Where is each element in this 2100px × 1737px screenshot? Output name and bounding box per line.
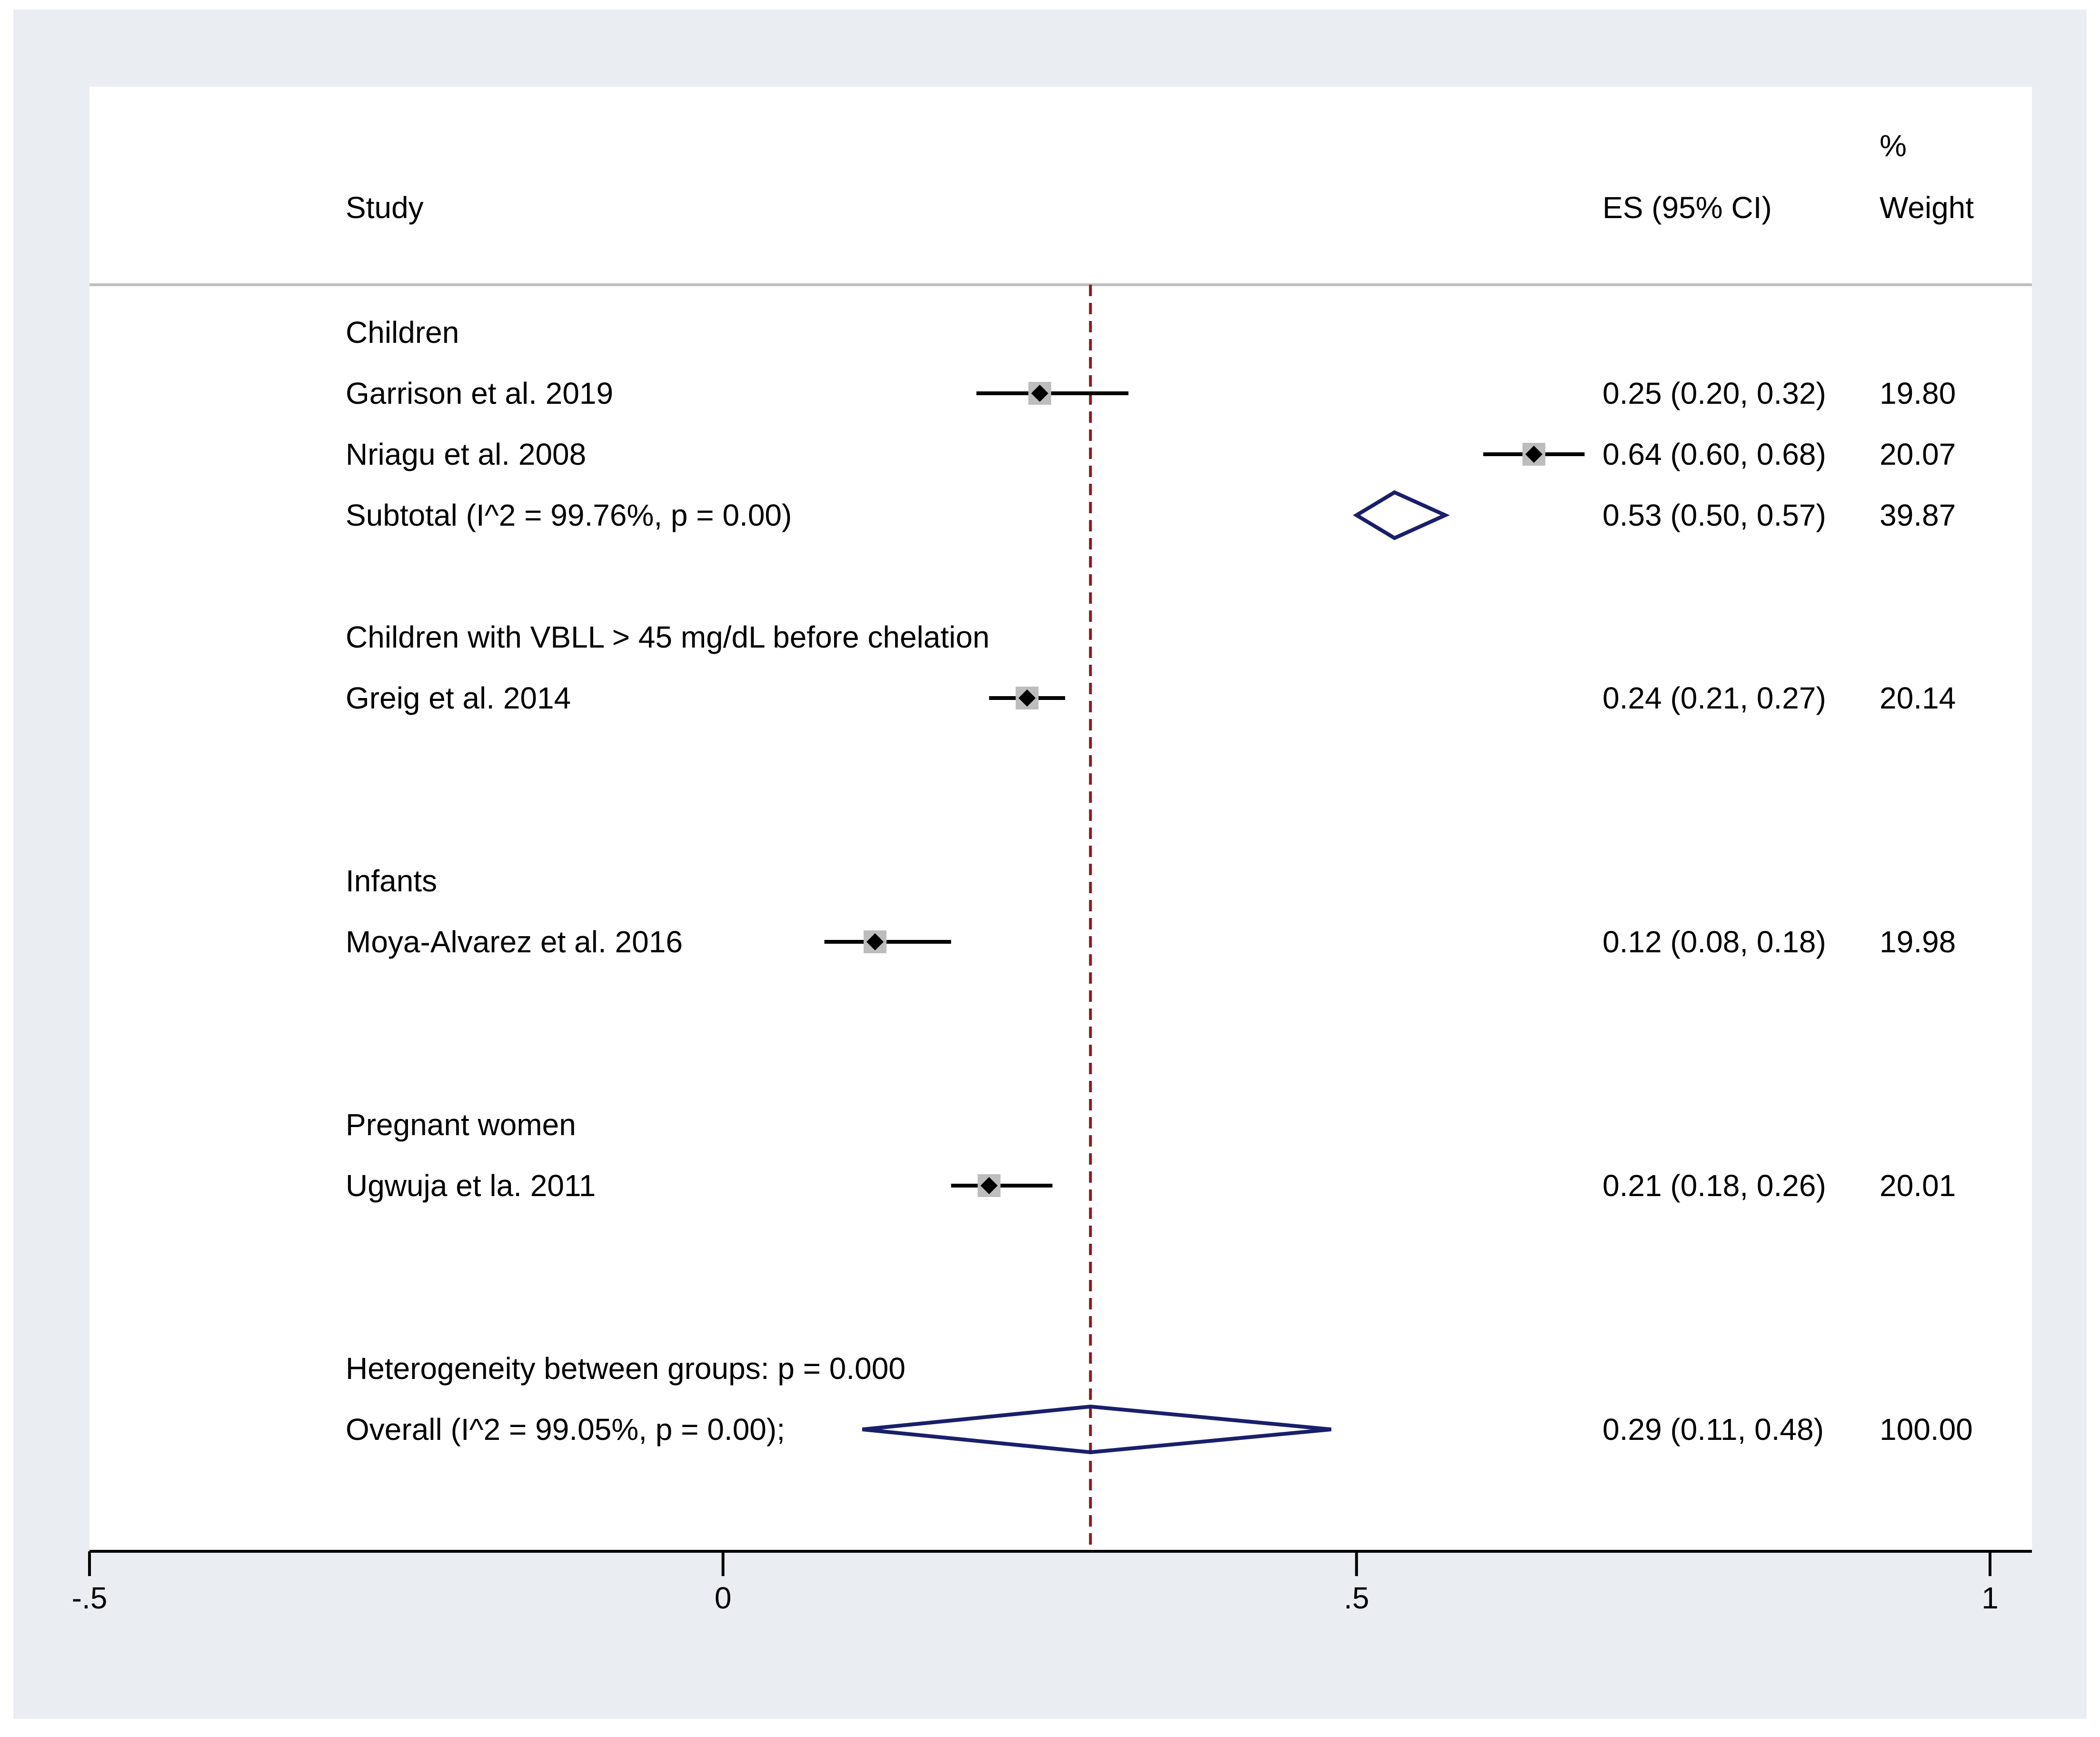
weight-value: 20.07 — [1880, 437, 1956, 471]
point-estimate — [1525, 446, 1543, 463]
x-tick-label: 1 — [1981, 1581, 1999, 1615]
es-ci-value: 0.25 (0.20, 0.32) — [1602, 376, 1826, 410]
group-label: Children — [346, 315, 459, 349]
es-ci-value: 0.12 (0.08, 0.18) — [1602, 925, 1826, 959]
weight-value: 20.01 — [1880, 1168, 1956, 1203]
weight-header-label: Weight — [1880, 190, 1974, 225]
weight-value: 100.00 — [1880, 1412, 1973, 1447]
row-overall: Overall (I^2 = 99.05%, p = 0.00); 0.29 (0… — [346, 1404, 1973, 1455]
es-ci-value: 0.21 (0.18, 0.26) — [1602, 1168, 1826, 1203]
point-estimate — [1018, 689, 1036, 707]
study-rows: Children Garrison et al. 2019 0.25 (0.20, … — [346, 315, 1973, 1455]
x-tick-label: -.5 — [72, 1581, 108, 1615]
overall-diamond — [862, 1404, 1332, 1455]
row-group: Children — [346, 315, 459, 349]
study-column-header: Study — [346, 190, 424, 225]
es-ci-value: 0.29 (0.11, 0.48) — [1602, 1412, 1824, 1447]
group-label: Infants — [346, 864, 437, 898]
row-group: Pregnant women — [346, 1108, 576, 1142]
study-label: Nriagu et al. 2008 — [346, 437, 586, 471]
es-ci-value: 0.64 (0.60, 0.68) — [1602, 437, 1826, 471]
row-study: Nriagu et al. 2008 0.64 (0.60, 0.68) 20.07 — [346, 437, 1956, 471]
note-label: Heterogeneity between groups: p = 0.000 — [346, 1351, 906, 1386]
group-label: Children with VBLL > 45 mg/dL before che… — [346, 620, 990, 654]
x-axis-ticks: -.5 0 .5 1 — [72, 1551, 1999, 1615]
subtotal-diamond — [1353, 490, 1450, 540]
study-label: Ugwuja et la. 2011 — [346, 1168, 596, 1203]
es-ci-value: 0.24 (0.21, 0.27) — [1602, 681, 1826, 715]
plot-region — [90, 87, 2032, 1551]
study-label: Moya-Alvarez et al. 2016 — [346, 925, 683, 959]
es-ci-value: 0.53 (0.50, 0.57) — [1602, 498, 1826, 532]
x-axis: -.5 0 .5 1 — [72, 1550, 2032, 1615]
study-label: Garrison et al. 2019 — [346, 376, 613, 410]
es-column-header: ES (95% CI) — [1602, 190, 1772, 225]
x-tick-label: 0 — [715, 1581, 732, 1615]
row-study: Garrison et al. 2019 0.25 (0.20, 0.32) 19.… — [346, 376, 1956, 410]
weight-value: 20.14 — [1880, 681, 1956, 715]
row-group: Children with VBLL > 45 mg/dL before che… — [346, 620, 990, 654]
weight-header-percent: % — [1880, 129, 1907, 163]
row-study: Moya-Alvarez et al. 2016 0.12 (0.08, 0.18… — [346, 925, 1956, 959]
subtotal-label: Subtotal (I^2 = 99.76%, p = 0.00) — [346, 498, 792, 532]
weight-value: 19.98 — [1880, 925, 1956, 959]
row-note: Heterogeneity between groups: p = 0.000 — [346, 1351, 906, 1386]
row-subtotal: Subtotal (I^2 = 99.76%, p = 0.00) 0.53 (0… — [346, 490, 1956, 540]
weight-value: 39.87 — [1880, 498, 1956, 532]
row-study: Ugwuja et la. 2011 0.21 (0.18, 0.26) 20.01 — [346, 1168, 1956, 1203]
row-study: Greig et al. 2014 0.24 (0.21, 0.27) 20.14 — [346, 681, 1956, 715]
weight-value: 19.80 — [1880, 376, 1956, 410]
point-estimate — [980, 1177, 998, 1194]
row-group: Infants — [346, 864, 437, 898]
study-label: Greig et al. 2014 — [346, 681, 571, 715]
x-tick-label: .5 — [1344, 1581, 1369, 1615]
point-estimate — [1031, 385, 1048, 402]
overall-label: Overall (I^2 = 99.05%, p = 0.00); — [346, 1412, 785, 1447]
point-estimate — [866, 933, 884, 950]
group-label: Pregnant women — [346, 1108, 576, 1142]
